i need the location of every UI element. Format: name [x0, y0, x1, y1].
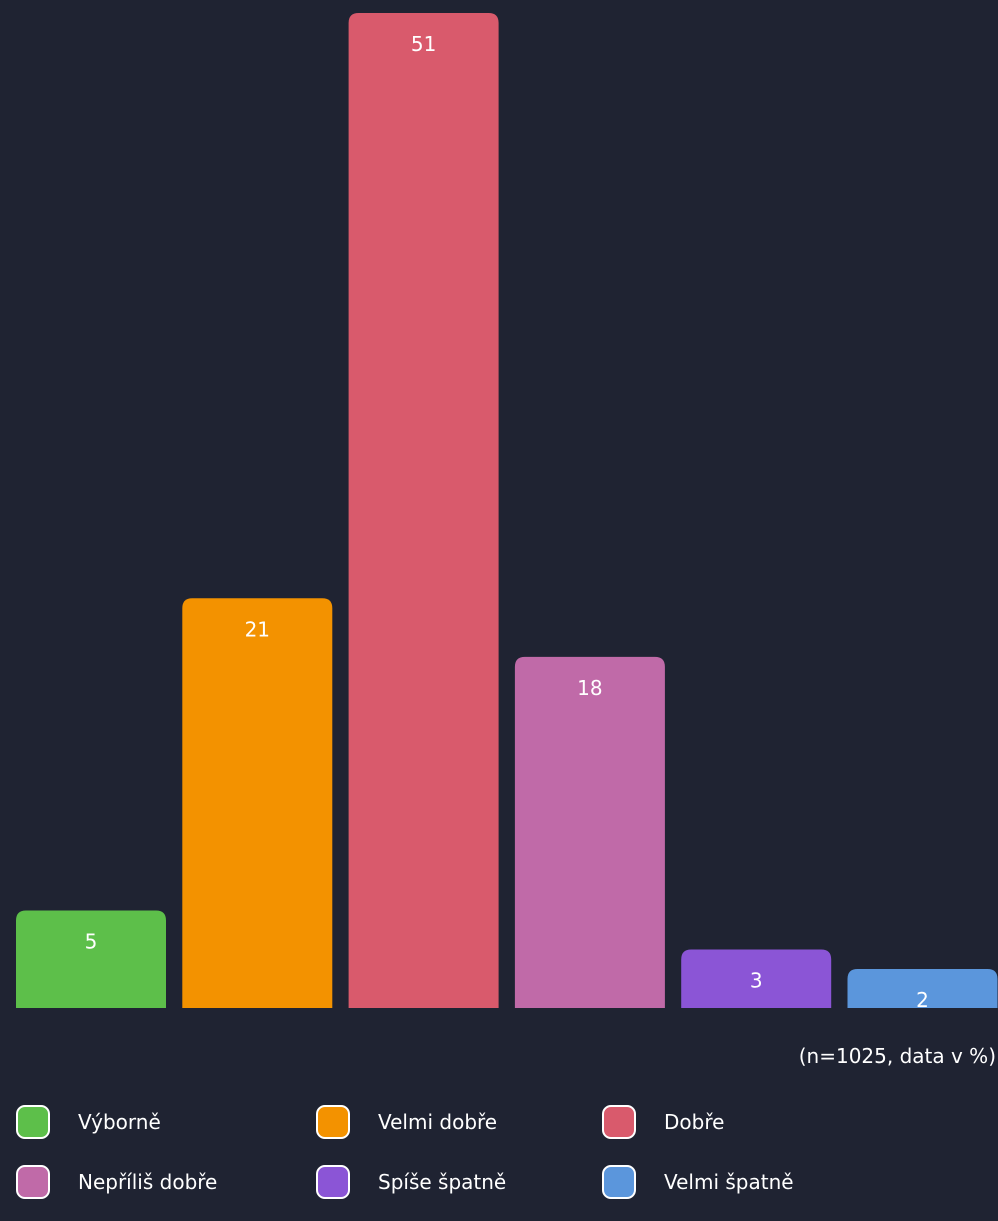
bar-4	[681, 949, 832, 1008]
legend-item: Spíše špatně	[316, 1160, 506, 1204]
legend-item: Dobře	[602, 1100, 724, 1144]
bar-value-label: 5	[85, 929, 98, 953]
bar-5	[847, 968, 998, 1008]
bar-chart: 5 21 51 18 3 2	[16, 13, 998, 1010]
legend-label: Velmi dobře	[378, 1110, 498, 1134]
bar-0	[16, 910, 166, 1008]
legend-swatch	[16, 1165, 50, 1199]
bar-3	[514, 656, 665, 1008]
legend-label: Spíše špatně	[378, 1170, 507, 1194]
legend-item: Nepříliš dobře	[16, 1160, 217, 1204]
legend-label: Dobře	[664, 1110, 725, 1134]
legend-swatch	[602, 1165, 636, 1199]
bar-value-label: 3	[750, 968, 763, 992]
legend-label: Výborně	[78, 1110, 161, 1134]
legend-item: Výborně	[16, 1100, 161, 1144]
legend-swatch	[316, 1105, 350, 1139]
bar-value-label: 21	[245, 617, 270, 641]
legend-item: Velmi dobře	[316, 1100, 497, 1144]
legend-label: Nepříliš dobře	[78, 1170, 218, 1194]
legend-swatch	[316, 1165, 350, 1199]
legend-swatch	[16, 1105, 50, 1139]
bar-value-label: 2	[916, 988, 929, 1010]
bar-1	[182, 598, 333, 1008]
legend-item: Velmi špatně	[602, 1160, 794, 1204]
bar-value-label: 18	[577, 676, 602, 700]
legend-swatch	[602, 1105, 636, 1139]
bar-value-label: 51	[411, 32, 436, 56]
legend-label: Velmi špatně	[664, 1170, 794, 1194]
bar-2	[348, 13, 499, 1008]
sample-note: (n=1025, data v %)	[798, 1044, 996, 1068]
